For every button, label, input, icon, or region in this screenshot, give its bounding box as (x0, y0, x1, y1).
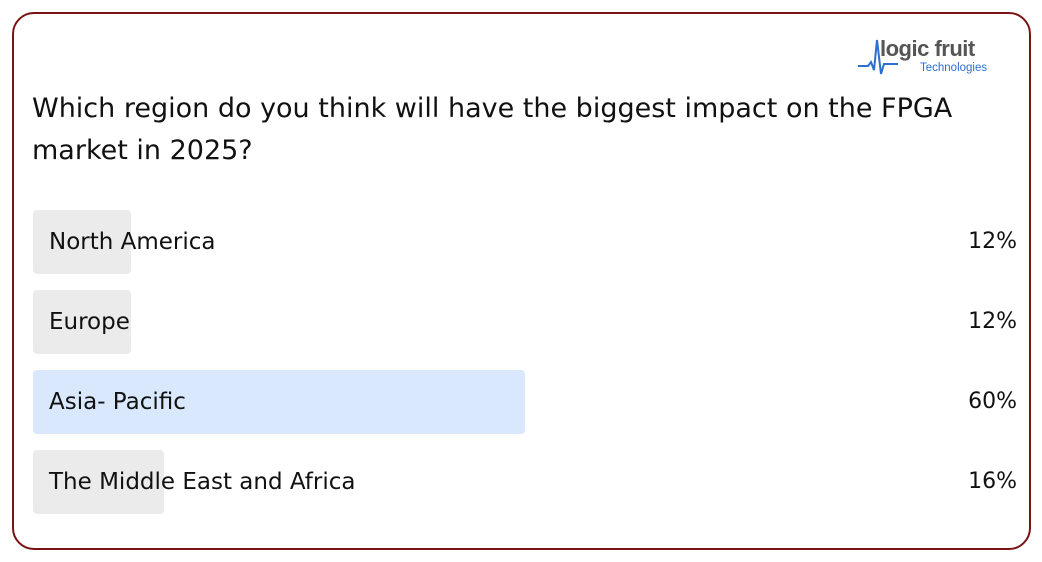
option-label: Europe (49, 309, 130, 335)
option-percent: 60% (968, 389, 1017, 414)
result-bar (33, 290, 132, 354)
option-percent: 12% (968, 229, 1017, 254)
result-bar (33, 370, 525, 434)
heartbeat-icon (858, 39, 898, 75)
option-label: Asia- Pacific (49, 389, 186, 415)
logo-name: logic fruit (880, 36, 975, 61)
poll-option[interactable]: Asia- Pacific 60% (33, 370, 1017, 434)
logo-subtitle: Technologies (920, 62, 988, 74)
poll-option[interactable]: North America 12% (33, 210, 1017, 274)
result-bar (33, 450, 165, 514)
option-percent: 12% (968, 309, 1017, 334)
poll-card (12, 12, 1031, 550)
poll-option[interactable]: The Middle East and Africa 16% (33, 450, 1017, 514)
option-percent: 16% (968, 469, 1017, 494)
poll-question: Which region do you think will have the … (32, 93, 953, 166)
logo: logic fruit Technologies (858, 34, 998, 78)
option-label: The Middle East and Africa (49, 469, 356, 495)
option-label: North America (49, 229, 216, 255)
result-bar (33, 210, 132, 274)
poll-option[interactable]: Europe 12% (33, 290, 1017, 354)
